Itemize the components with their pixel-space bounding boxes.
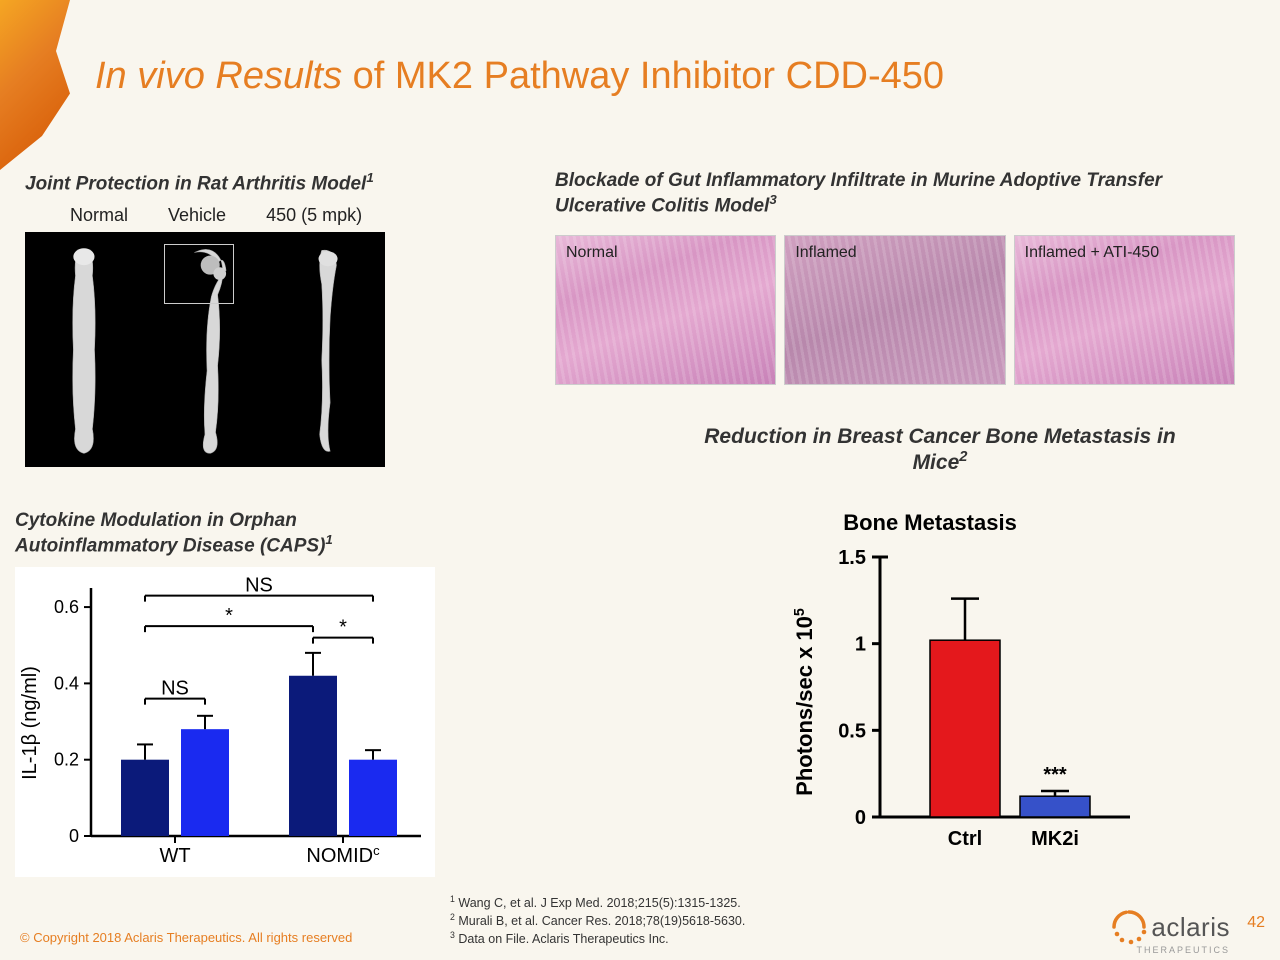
bone-metastasis-panel: Bone Metastasis Photons/sec x 105 0 0.5 1 1.… (750, 510, 1110, 842)
bone-chart-title: Bone Metastasis (750, 510, 1110, 536)
logo-icon (1111, 909, 1147, 945)
svg-text:0: 0 (855, 807, 866, 829)
caps-chart: IL-1β (ng/ml) 0 0.2 0.4 0.6 WT NOMIDc NS * NS * (15, 567, 435, 877)
xray-row (25, 232, 385, 467)
histology-row: Normal Inflamed Inflamed + ATI-450 (555, 235, 1235, 385)
arthritis-label-normal: Normal (70, 205, 128, 226)
page-title: In vivo Results of MK2 Pathway Inhibitor… (95, 55, 944, 98)
arthritis-label-vehicle: Vehicle (168, 205, 226, 226)
colitis-panel: Blockade of Gut Inflammatory Infiltrate … (555, 170, 1235, 385)
svg-text:*: * (225, 605, 233, 627)
arthritis-panel: Joint Protection in Rat Arthritis Model1… (25, 170, 445, 467)
arthritis-label-450: 450 (5 mpk) (266, 205, 362, 226)
svg-text:NS: NS (161, 678, 189, 700)
svg-text:0.6: 0.6 (54, 597, 79, 617)
arthritis-heading: Joint Protection in Rat Arthritis Model1 (25, 170, 445, 195)
references: 1 Wang C, et al. J Exp Med. 2018;215(5):… (450, 894, 745, 948)
bone-chart-svg: Photons/sec x 105 0 0.5 1 1.5 Ctrl MK2i *** (790, 542, 1150, 862)
histology-normal: Normal (555, 235, 776, 385)
xray-normal (25, 232, 142, 467)
title-italic: In vivo Results (95, 55, 342, 97)
svg-text:0.2: 0.2 (54, 750, 79, 770)
svg-text:***: *** (1043, 764, 1067, 786)
caps-heading: Cytokine Modulation in Orphan Autoinflam… (15, 510, 435, 557)
histology-inflamed: Inflamed (784, 235, 1005, 385)
xray-450 (268, 232, 385, 467)
svg-text:1: 1 (855, 634, 866, 656)
copyright: © Copyright 2018 Aclaris Therapeutics. A… (20, 930, 352, 945)
logo-subtext: THERAPEUTICS (1136, 945, 1230, 955)
svg-text:*: * (339, 617, 347, 639)
caps-panel: Cytokine Modulation in Orphan Autoinflam… (15, 510, 435, 877)
svg-text:NS: NS (245, 575, 273, 597)
caps-chart-svg: IL-1β (ng/ml) 0 0.2 0.4 0.6 WT NOMIDc NS * NS * (16, 568, 436, 878)
svg-text:0.5: 0.5 (838, 720, 866, 742)
svg-text:Photons/sec x 105: Photons/sec x 105 (792, 608, 817, 796)
logo-text: aclaris (1151, 912, 1230, 943)
aclaris-logo: aclaris THERAPEUTICS (1111, 909, 1230, 945)
svg-text:0: 0 (69, 826, 79, 846)
svg-text:1.5: 1.5 (838, 547, 866, 569)
xray-vehicle (146, 232, 263, 467)
svg-text:WT: WT (159, 845, 190, 867)
breast-heading: Reduction in Breast Cancer Bone Metastas… (700, 425, 1180, 475)
ref-3: 3 Data on File. Aclaris Therapeutics Inc… (450, 930, 745, 948)
colitis-heading: Blockade of Gut Inflammatory Infiltrate … (555, 170, 1235, 217)
svg-text:0.4: 0.4 (54, 674, 79, 694)
title-rest: of MK2 Pathway Inhibitor CDD-450 (342, 55, 944, 97)
ref-1: 1 Wang C, et al. J Exp Med. 2018;215(5):… (450, 894, 745, 912)
ref-2: 2 Murali B, et al. Cancer Res. 2018;78(1… (450, 912, 745, 930)
arthritis-labels: Normal Vehicle 450 (5 mpk) (25, 195, 445, 230)
svg-text:MK2i: MK2i (1031, 828, 1079, 850)
corner-decoration (0, 0, 70, 170)
xray-highlight-box (164, 244, 234, 304)
bone-chart: Photons/sec x 10500.511.5CtrlMK2i*** (790, 542, 1110, 842)
page-number: 42 (1247, 914, 1265, 932)
svg-text:NOMIDc: NOMIDc (306, 843, 380, 868)
svg-text:Ctrl: Ctrl (948, 828, 982, 850)
svg-text:IL-1β (ng/ml): IL-1β (ng/ml) (19, 666, 41, 780)
histology-inflamed-ati450: Inflamed + ATI-450 (1014, 235, 1235, 385)
